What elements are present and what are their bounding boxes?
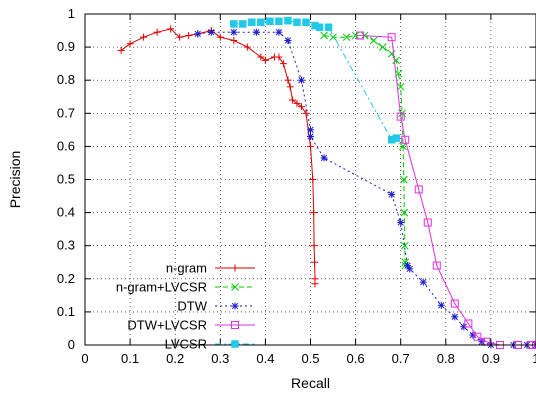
- data-point-n-gram: [287, 83, 294, 90]
- data-point-lvcsr: [266, 18, 273, 25]
- data-point-n-gram: [127, 40, 134, 47]
- legend-marker-lvcsr: [232, 341, 239, 348]
- data-point-n-gram: [311, 242, 318, 249]
- data-point-n-gram-lvcsr: [370, 37, 377, 44]
- data-point-lvcsr: [239, 20, 246, 27]
- data-point-n-gram: [118, 47, 125, 54]
- legend-marker-n-gram: [232, 265, 239, 272]
- x-tick-label: 0.7: [392, 351, 410, 366]
- data-point-dtw: [275, 29, 282, 36]
- data-point-dtw: [284, 37, 291, 44]
- data-point-dtw: [298, 77, 305, 84]
- series-n-gram: [118, 25, 319, 287]
- data-point-n-gram: [312, 280, 319, 287]
- data-point-n-gram: [309, 176, 316, 183]
- data-point-dtw: [388, 191, 395, 198]
- data-point-dtw: [307, 126, 314, 133]
- data-point-lvcsr: [230, 20, 237, 27]
- data-point-lvcsr: [248, 19, 255, 26]
- series-line-dtw: [198, 32, 536, 345]
- data-point-dtw: [253, 29, 260, 36]
- legend-label-lvcsr: LVCSR: [165, 337, 207, 352]
- data-point-dtw: [321, 154, 328, 161]
- data-point-n-gram: [289, 97, 296, 104]
- x-axis-title: Recall: [291, 375, 330, 391]
- tick-layer: 0 0.1 0.2 0.3 0.4 0.5 0.6 0.7 0.8 0.9 1 0 0.1 0.2 0.3 0…: [57, 6, 536, 366]
- data-point-dtw: [208, 29, 215, 36]
- x-tick-label: 0: [81, 351, 88, 366]
- data-point-n-gram: [140, 34, 147, 41]
- legend: n-gram n-gram+LVCSR DTW DTW+LVCSR LVCSR: [116, 261, 255, 352]
- data-point-n-gram: [275, 54, 282, 61]
- legend-label-dtw: DTW: [177, 299, 207, 314]
- x-tick-label: 0.9: [482, 351, 500, 366]
- data-point-dtw: [397, 219, 404, 226]
- data-point-n-gram: [307, 143, 314, 150]
- y-tick-label: 0.6: [57, 138, 75, 153]
- legend-label-n-gram: n-gram: [166, 261, 207, 276]
- y-tick-label: 0.2: [57, 271, 75, 286]
- series-line-dtw-lvcsr: [360, 36, 536, 346]
- x-tick-label: 0.2: [166, 351, 184, 366]
- x-tick-label: 0.3: [211, 351, 229, 366]
- data-point-n-gram: [244, 44, 251, 51]
- data-point-dtw: [194, 30, 201, 37]
- x-tick-label: 0.1: [121, 351, 139, 366]
- data-point-n-gram: [310, 209, 317, 216]
- data-point-dtw: [406, 265, 413, 272]
- y-tick-label: 0.8: [57, 72, 75, 87]
- x-tick-label: 0.5: [301, 351, 319, 366]
- y-tick-label: 0.4: [57, 205, 75, 220]
- data-point-lvcsr: [293, 19, 300, 26]
- data-point-lvcsr: [275, 18, 282, 25]
- series-dtw: [194, 29, 536, 349]
- legend-label-dtw-lvcsr: DTW+LVCSR: [127, 318, 207, 333]
- series-line-n-gram-lvcsr: [324, 36, 405, 266]
- data-point-n-gram: [298, 103, 305, 110]
- data-point-dtw: [469, 332, 476, 339]
- data-point-n-gram: [293, 100, 300, 107]
- legend-marker-dtw: [232, 303, 239, 310]
- data-point-dtw: [420, 279, 427, 286]
- data-point-lvcsr: [302, 19, 309, 26]
- x-tick-label: 1: [532, 351, 536, 366]
- data-point-n-gram: [185, 32, 192, 39]
- data-point-dtw: [438, 302, 445, 309]
- x-tick-label: 0.6: [347, 351, 365, 366]
- data-point-n-gram: [311, 259, 318, 266]
- y-tick-label: 0.9: [57, 39, 75, 54]
- data-point-lvcsr: [284, 17, 291, 24]
- x-tick-label: 0.8: [437, 351, 455, 366]
- y-tick-label: 0.1: [57, 304, 75, 319]
- data-point-lvcsr: [393, 135, 400, 142]
- data-point-dtw: [230, 29, 237, 36]
- data-point-lvcsr: [257, 19, 264, 26]
- y-tick-label: 0: [68, 337, 75, 352]
- data-point-n-gram: [217, 34, 224, 41]
- y-tick-label: 1: [68, 6, 75, 21]
- data-point-lvcsr: [316, 24, 323, 31]
- x-tick-label: 0.4: [256, 351, 274, 366]
- data-point-n-gram: [154, 29, 161, 36]
- data-point-dtw: [307, 133, 314, 140]
- legend-label-n-gram-lvcsr: n-gram+LVCSR: [116, 280, 207, 295]
- y-tick-label: 0.5: [57, 172, 75, 187]
- y-tick-label: 0.7: [57, 105, 75, 120]
- data-point-n-gram: [230, 37, 237, 44]
- y-tick-label: 0.3: [57, 238, 75, 253]
- data-point-n-gram: [280, 60, 287, 67]
- y-axis-title: Precision: [7, 151, 23, 209]
- data-point-lvcsr: [325, 24, 332, 31]
- data-point-n-gram: [284, 77, 291, 84]
- data-point-dtw: [451, 313, 458, 320]
